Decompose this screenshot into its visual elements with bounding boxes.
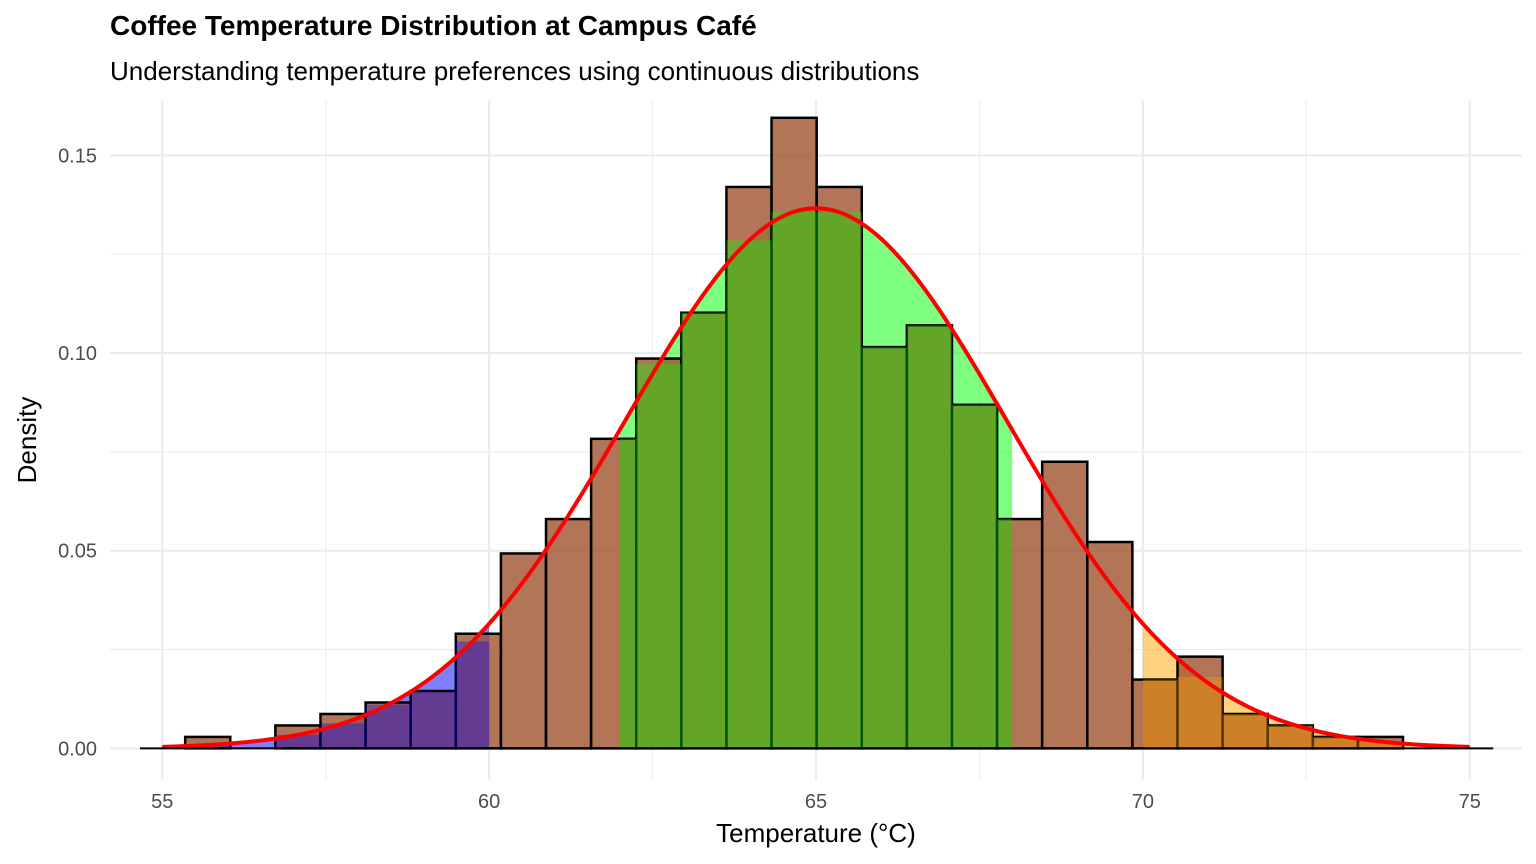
histogram-bar xyxy=(815,185,864,750)
x-tick-label: 70 xyxy=(1132,791,1154,813)
region-bar-overlay xyxy=(1312,736,1358,749)
region-bar-overlay xyxy=(1142,679,1178,749)
region-bar-overlay xyxy=(771,211,817,749)
density-curve xyxy=(162,206,1470,749)
histogram-bar xyxy=(1086,540,1134,750)
y-axis-label: Density xyxy=(12,397,42,484)
x-axis-ticks: 55 60 65 70 75 xyxy=(151,791,1481,813)
y-tick-label: 0.15 xyxy=(58,145,97,167)
histogram-bar xyxy=(634,357,683,750)
histogram-bar xyxy=(860,345,909,750)
region-bar-overlay xyxy=(906,325,952,749)
chart-subtitle: Understanding temperature preferences us… xyxy=(110,56,920,86)
region-bar-overlay xyxy=(951,404,998,749)
histogram-bar xyxy=(950,403,999,750)
histogram-bar xyxy=(1131,678,1179,750)
chart-title: Coffee Temperature Distribution at Campu… xyxy=(110,10,757,41)
x-tick-label: 65 xyxy=(805,791,827,813)
region-bar-overlay xyxy=(1357,741,1404,749)
region-bar-overlay xyxy=(681,312,727,749)
region-bar-overlay xyxy=(1267,725,1313,749)
histogram-bar xyxy=(544,517,593,750)
x-tick-label: 55 xyxy=(151,791,173,813)
y-tick-label: 0.00 xyxy=(58,738,97,760)
density-curve-group xyxy=(140,206,1494,750)
region-bar-overlay xyxy=(997,519,1013,749)
histogram-bars xyxy=(183,116,1405,750)
region-bar-overlay xyxy=(726,240,772,749)
x-axis-label: Temperature (°C) xyxy=(716,818,916,848)
region-bar-overlay xyxy=(636,363,682,749)
region-bar-overlay xyxy=(455,641,490,749)
y-axis-ticks: 0.00 0.05 0.10 0.15 xyxy=(58,145,97,760)
region-bar-overlay xyxy=(1222,713,1268,749)
x-tick-label: 60 xyxy=(478,791,500,813)
histogram-bar xyxy=(1176,655,1224,750)
region-bar-overlay xyxy=(861,347,907,749)
histogram-bar xyxy=(725,185,773,750)
region-overlays xyxy=(185,211,1404,749)
histogram-bar xyxy=(1040,460,1089,750)
y-tick-label: 0.10 xyxy=(58,343,97,365)
histogram-bar xyxy=(589,437,638,750)
histogram-bar xyxy=(770,116,818,750)
y-tick-label: 0.05 xyxy=(58,541,97,563)
region-bar-overlay xyxy=(816,212,862,749)
histogram-bar xyxy=(680,311,728,750)
region-bar-overlay xyxy=(619,438,637,749)
x-tick-label: 75 xyxy=(1459,791,1481,813)
region-bar-overlay xyxy=(410,691,456,749)
